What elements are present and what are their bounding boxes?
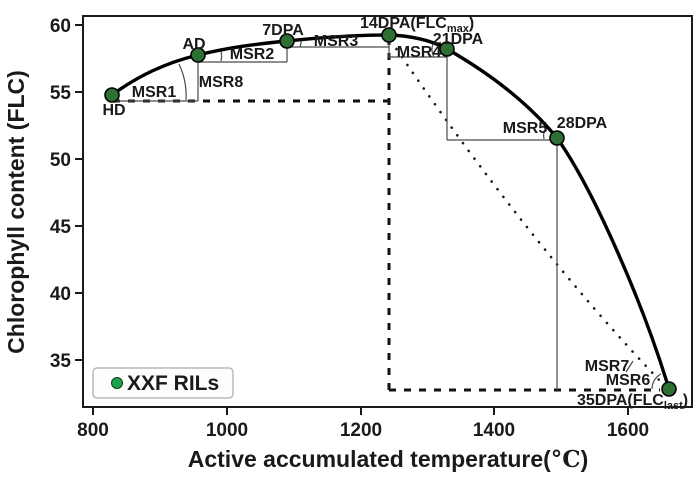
msr-step-lines <box>112 36 558 390</box>
msr4-arc <box>431 43 435 58</box>
y-tick-60: 60 <box>50 16 71 37</box>
x-tick-1400: 1400 <box>473 420 515 441</box>
data-point-hd <box>104 87 120 103</box>
data-point-markers <box>104 27 677 397</box>
y-tick-35: 35 <box>50 351 72 372</box>
x-tick-1600: 1600 <box>607 420 649 441</box>
data-point-ad <box>190 47 206 63</box>
msr-angle-arcs <box>178 39 662 390</box>
msr5-arc <box>543 127 547 140</box>
x-tick-1200: 1200 <box>340 420 382 441</box>
x-tick-800: 800 <box>77 420 109 441</box>
data-point-35dpa <box>661 381 677 397</box>
label-hd: HD <box>102 102 125 119</box>
y-axis-title: Chlorophyll content (FLC) <box>3 70 29 354</box>
msr7-angle-line <box>625 360 634 373</box>
data-point-28dpa <box>549 130 565 146</box>
msr2-arc <box>220 50 223 62</box>
x-axis-ticks <box>92 407 629 415</box>
label-28dpa: 28DPA <box>557 115 608 132</box>
x-axis-tick-labels: 800 1000 1200 1400 1600 <box>77 420 649 441</box>
label-msr3: MSR3 <box>314 33 359 50</box>
dotted-max-to-last-line <box>389 39 664 385</box>
legend-label: XXF RILs <box>127 372 219 395</box>
label-21dpa: 21DPA <box>433 31 484 48</box>
y-tick-50: 50 <box>50 150 71 171</box>
y-axis-tick-labels: 60 55 50 45 40 35 <box>50 16 72 372</box>
msr1-arc <box>178 63 187 101</box>
plot-frame <box>82 15 693 408</box>
label-msr8: MSR8 <box>199 74 244 91</box>
data-point-7dpa <box>279 33 295 49</box>
data-point-21dpa <box>439 41 455 57</box>
legend-box <box>92 367 234 399</box>
legend-marker-icon <box>111 377 123 389</box>
label-14dpa-flcmax: 14DPA(FLCmax) <box>360 15 474 35</box>
label-msr7: MSR7 <box>585 358 630 375</box>
label-msr6: MSR6 <box>606 372 651 389</box>
x-tick-1000: 1000 <box>206 420 248 441</box>
data-point-14dpa <box>381 27 397 43</box>
label-35dpa-flclast: 35DPA(FLClast) <box>577 392 688 412</box>
y-axis-ticks <box>75 24 83 361</box>
label-7dpa: 7DPA <box>262 22 304 39</box>
label-msr5: MSR5 <box>503 120 548 137</box>
msr6-arc <box>651 373 662 390</box>
y-tick-40: 40 <box>50 284 71 305</box>
y-tick-45: 45 <box>50 217 72 238</box>
x-axis-title: Active accumulated temperature(°C) <box>188 446 589 473</box>
legend: XXF RILs <box>92 367 234 399</box>
label-msr1: MSR1 <box>132 84 177 101</box>
label-msr4: MSR4 <box>397 44 442 61</box>
label-msr2: MSR2 <box>230 46 275 63</box>
y-tick-55: 55 <box>50 83 72 104</box>
label-ad: AD <box>182 36 205 53</box>
